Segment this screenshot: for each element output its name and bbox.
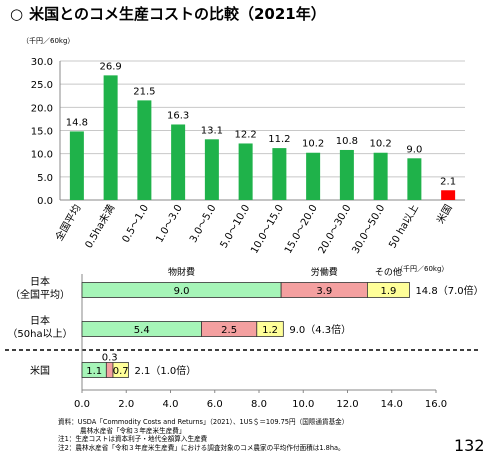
x-tick-label: 米国 [433,202,454,226]
bar [373,152,388,200]
y-tick-label: 5.0 [37,173,53,184]
row-label: 米国 [30,364,50,377]
bottom-chart-unit: （千円／60kg） [396,265,449,273]
bar-value-label: 21.5 [133,86,155,97]
x-tick-label: 0.5ha未満 [83,203,118,251]
x-tick-label: 4.0 [163,399,179,410]
chart-title: ○ 米国とのコメ生産コストの比較（2021年） [10,3,326,24]
bar [69,131,84,200]
row-label: 日本 [30,314,50,327]
row-total-label: 9.0（4.3倍） [289,323,351,336]
x-tick-label: 50 ha以上 [386,203,421,251]
note-2: 注2：農林水産省「令和３年産米生産費」における調査対象のコメ農家の平均作付面積は… [58,443,345,452]
bar [238,143,253,200]
y-tick-label: 15.0 [31,127,53,138]
row-total-label: 2.1（1.0倍） [134,364,196,377]
x-tick-label: 14.0 [381,399,403,410]
top-chart-unit: （千円／60kg） [22,37,75,45]
x-tick-label: 3.0～5.0 [188,203,218,245]
segment-value-label: 1.2 [262,325,278,336]
x-tick-label: 1.0～3.0 [154,203,184,245]
y-tick-label: 20.0 [31,103,53,114]
bar [171,124,186,200]
bar [407,158,422,200]
segment-value-label: 2.5 [221,325,237,336]
row-label: 日本 [30,275,50,288]
title-text: 米国とのコメ生産コストの比較（2021年） [29,5,326,23]
bar [272,148,287,200]
bar-value-label: 9.0 [406,144,422,155]
x-tick-label: 2.0 [118,399,134,410]
source-notes: 資料：USDA「Commodity Costs and Returns」（202… [58,418,438,452]
segment-value-label: 1.1 [86,366,102,377]
segment-value-label: 0.7 [113,366,129,377]
title-marker: ○ [10,5,24,23]
bar [306,152,321,200]
x-tick-label: 10.0 [292,399,314,410]
x-tick-label: 5.0～10.0 [219,203,253,250]
x-tick-label: 全国平均 [52,202,83,243]
note-source-2: 農林水産省「令和３年産米生産費」 [80,426,186,435]
bar-value-label: 10.2 [302,139,324,150]
row-total-label: 14.8（7.0倍） [415,284,483,297]
x-tick-label: 16.0 [425,399,447,410]
x-tick-label: 8.0 [251,399,267,410]
y-tick-label: 25.0 [31,80,53,91]
y-tick-label: 0.0 [37,196,53,207]
bar-segment [112,362,129,378]
series-label: その他 [375,266,402,278]
x-tick-label: 30.0～50.0 [350,203,387,256]
segment-value-label: 1.9 [380,286,396,297]
note-1: 注1：生産コストは資本利子・地代全額算入生産費 [58,435,208,444]
bar-value-label: 10.8 [336,136,358,147]
x-tick-label: 0.0 [74,399,90,410]
x-tick-label: 20.0～30.0 [317,203,354,256]
bar [204,139,219,200]
x-tick-label: 0.5～1.0 [121,203,151,245]
bar-value-label: 26.9 [99,61,121,72]
bar-value-label: 10.2 [369,139,391,150]
bar-value-label: 16.3 [167,110,189,121]
bar [137,100,152,200]
segment-value-label: 3.9 [316,286,332,297]
bar [441,190,456,200]
bar-value-label: 11.2 [268,134,290,145]
row-sublabel: （50ha以上） [7,328,72,340]
note-source: 資料：USDA「Commodity Costs and Returns」（202… [58,418,349,426]
y-tick-label: 30.0 [31,57,53,68]
bar [339,149,354,200]
y-tick-label: 10.0 [31,150,53,161]
segment-value-label: 9.0 [174,286,190,297]
bar-segment [367,282,410,298]
x-tick-label: 12.0 [336,399,358,410]
x-tick-label: 10.0～15.0 [249,203,286,256]
series-label: 物財費 [168,266,195,278]
cost-breakdown-stacked-chart: 物財費 労働費 その他 0.0 2.0 4.0 6.0 8.0 10.0 12.0 14.0 16.0… [5,266,484,410]
segment-value-label: 0.3 [102,353,118,364]
x-tick-label: 6.0 [207,399,223,410]
page-number: 132 [454,436,485,455]
segment-value-label: 5.4 [134,325,150,336]
bar-value-label: 2.1 [440,176,456,187]
bar-value-label: 13.1 [201,125,223,136]
bar-segment [256,321,284,337]
cost-by-farm-size-bar-chart: 0.0 5.0 10.0 15.0 20.0 25.0 30.0 14.8 全国平均 26.9 0.… [31,57,465,256]
bar [103,75,118,200]
bar-value-label: 14.8 [66,117,88,128]
row-sublabel: （全国平均） [10,288,70,301]
bar-value-label: 12.2 [234,129,256,140]
x-tick-label: 15.0～20.0 [283,203,320,256]
series-label: 労働費 [311,266,338,278]
